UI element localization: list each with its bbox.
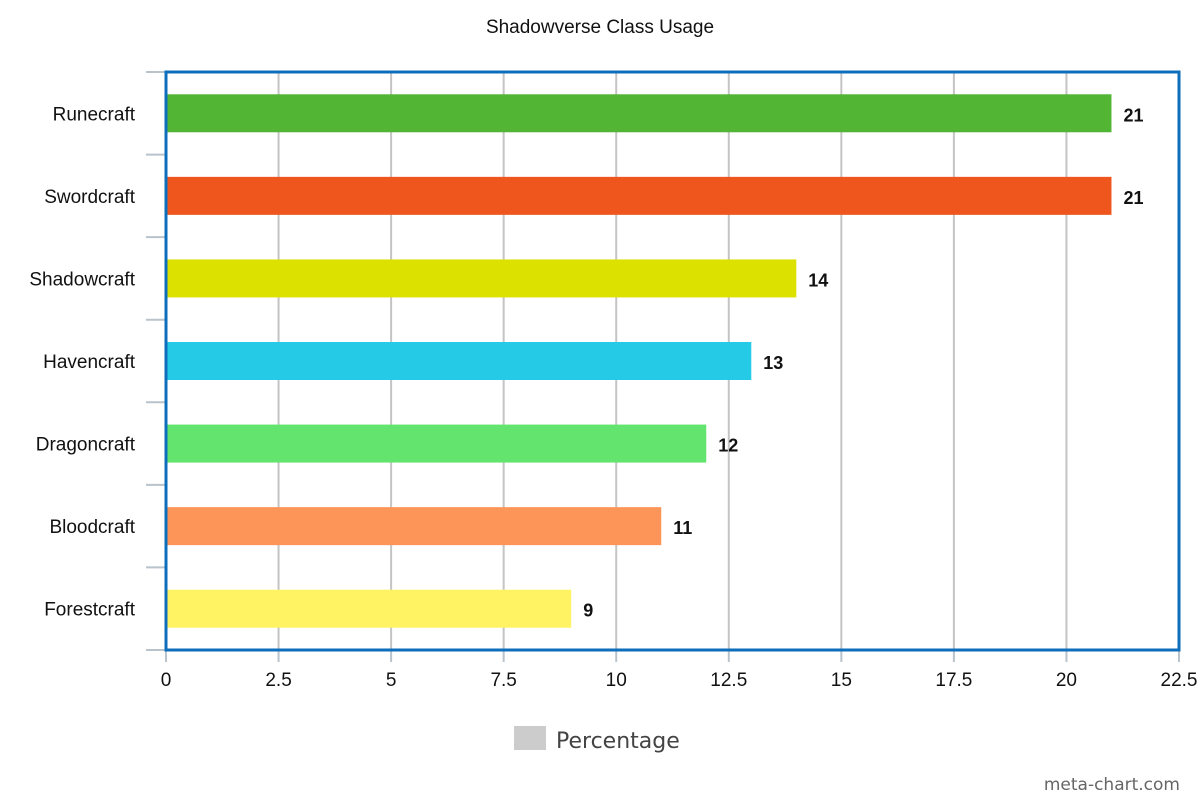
- category-label: Havencraft: [43, 352, 136, 373]
- data-label: 21: [1123, 105, 1143, 125]
- data-label: 14: [808, 270, 828, 290]
- x-tick-label: 17.5: [935, 670, 972, 691]
- x-tick-label: 12.5: [710, 670, 747, 691]
- data-label: 11: [673, 518, 692, 538]
- bar: [166, 589, 572, 628]
- legend: Percentage: [514, 726, 680, 754]
- x-tick-label: 15: [831, 670, 852, 691]
- x-tick-label: 2.5: [265, 670, 291, 691]
- bar: [166, 94, 1112, 133]
- bar: [166, 259, 797, 298]
- watermark: meta-chart.com: [1044, 775, 1180, 795]
- x-tick-label: 10: [606, 670, 627, 691]
- category-label: Bloodcraft: [49, 517, 135, 538]
- bars: 21 21 14 13 12 11 9: [166, 94, 1143, 628]
- x-tick-label: 22.5: [1161, 670, 1198, 691]
- data-label: 9: [583, 601, 593, 621]
- category-label: Dragoncraft: [36, 435, 136, 456]
- axes: Runecraft Swordcraft Shadowcraft Havencraft…: [29, 70, 1198, 691]
- legend-swatch: [514, 726, 546, 750]
- bar: [166, 176, 1112, 215]
- category-label: Runecraft: [53, 104, 136, 125]
- category-label: Forestcraft: [44, 600, 136, 621]
- bar: [166, 342, 752, 380]
- bar: [166, 507, 662, 546]
- x-tick-label: 20: [1056, 670, 1077, 691]
- category-label: Shadowcraft: [29, 269, 135, 290]
- data-label: 13: [763, 353, 783, 373]
- plot-border: [164, 70, 1181, 652]
- chart-title: Shadowverse Class Usage: [486, 17, 714, 38]
- data-label: 12: [718, 436, 738, 456]
- legend-label: Percentage: [556, 729, 680, 754]
- data-label: 21: [1123, 188, 1143, 208]
- x-tick-label: 0: [161, 670, 172, 691]
- x-tick-label: 7.5: [490, 670, 516, 691]
- category-label: Swordcraft: [44, 187, 136, 208]
- x-tick-label: 5: [386, 670, 397, 691]
- bar: [166, 424, 707, 463]
